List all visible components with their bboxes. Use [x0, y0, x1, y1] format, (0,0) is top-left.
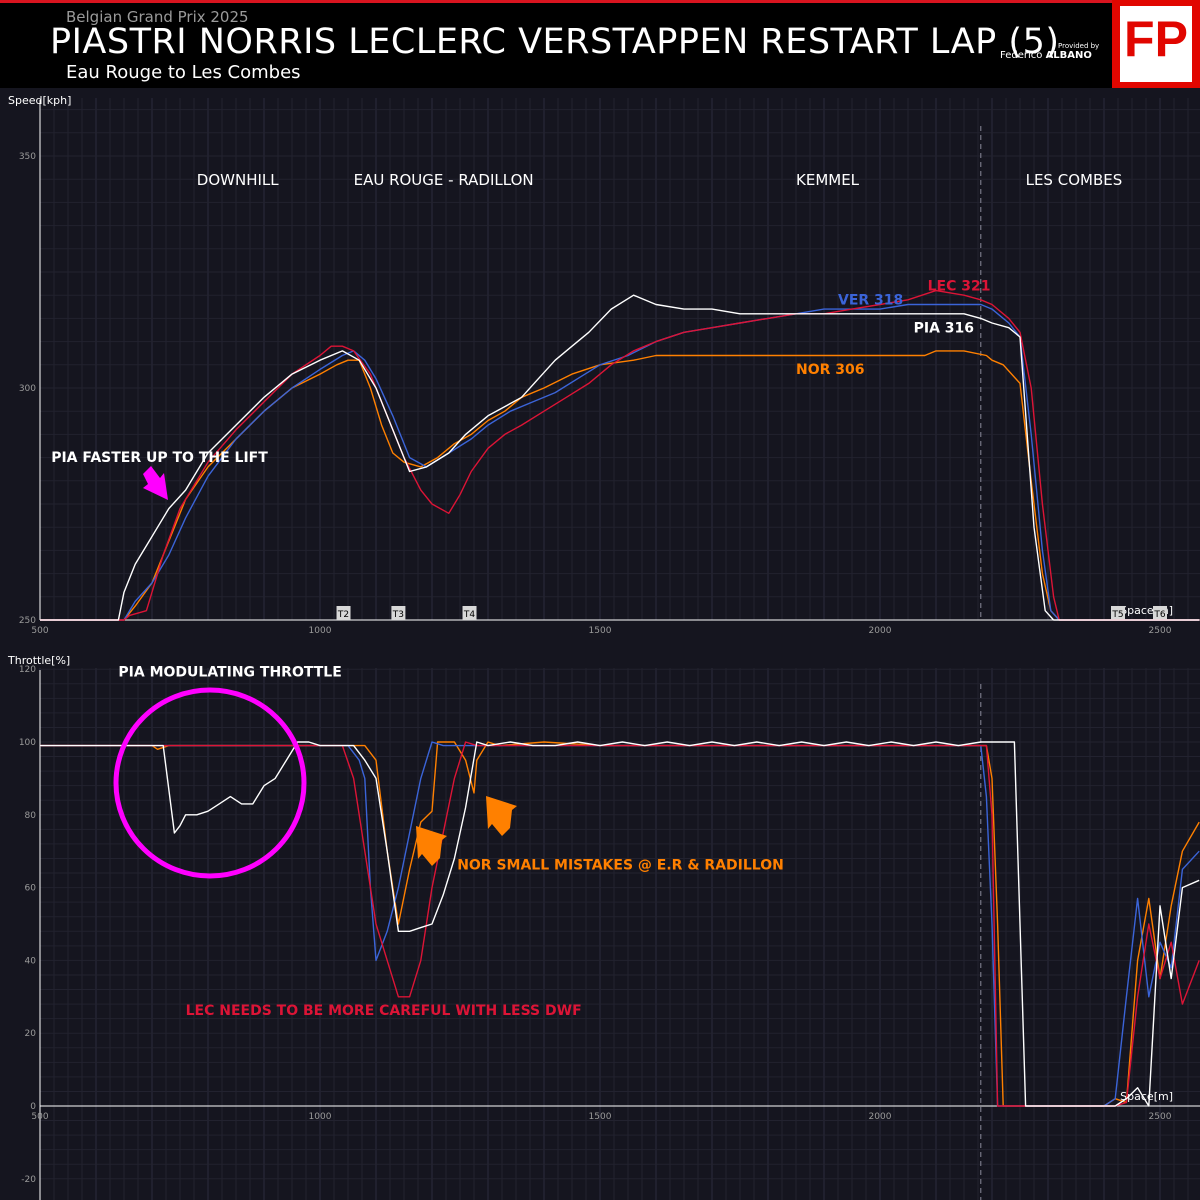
y-tick-label: 0 — [30, 1102, 36, 1112]
x-tick-label: 1000 — [309, 626, 332, 636]
x-tick-label: 1500 — [589, 626, 612, 636]
annotation-text: LEC 321 — [928, 279, 991, 295]
annotation-text: PIA FASTER UP TO THE LIFT — [51, 450, 268, 466]
y-tick-label: 40 — [25, 956, 37, 966]
y-tick-label: 120 — [19, 665, 36, 675]
y-axis-label: Throttle[%] — [7, 654, 70, 667]
series-line-nor — [40, 350, 1200, 621]
turn-marker-label: T2 — [337, 610, 349, 620]
page-title: PIASTRI NORRIS LECLERC VERSTAPPEN RESTAR… — [50, 22, 1060, 62]
y-axis-label: Speed[kph] — [8, 94, 71, 107]
y-tick-label: 300 — [19, 384, 36, 394]
annotation-text: PIA 316 — [914, 320, 974, 336]
fp-logo: FP — [1112, 0, 1200, 88]
section-label: LES COMBES — [1026, 171, 1123, 189]
series-line-lec — [40, 741, 1200, 1107]
author-credit: Federico ALBANO — [1000, 50, 1092, 61]
x-tick-label: 2500 — [1149, 1112, 1172, 1122]
series-line-lec — [40, 289, 1200, 621]
logo-text: FP — [1124, 11, 1188, 67]
orange-arrow-icon — [486, 796, 517, 836]
x-tick-label: 2500 — [1149, 626, 1172, 636]
grid-lines — [39, 668, 1200, 1200]
turn-marker-label: T5 — [1111, 610, 1123, 620]
author-last-name: ALBANO — [1045, 50, 1092, 61]
page-subtitle: Eau Rouge to Les Combes — [66, 62, 301, 83]
chart-panel-throttle: Throttle[%] Space[m] -20 0 20 40 60 80 100 120 500… — [7, 654, 1200, 1200]
y-tick-label: -20 — [21, 1175, 36, 1185]
annotation-text: NOR 306 — [796, 362, 865, 378]
turn-marker-label: T6 — [1153, 610, 1165, 620]
series-line-ver — [40, 303, 1200, 621]
y-tick-label: 350 — [19, 152, 36, 162]
x-tick-label: 1000 — [309, 1112, 332, 1122]
annotation-text: LEC NEEDS TO BE MORE CAREFUL WITH LESS D… — [186, 1003, 582, 1019]
author-first-name: Federico — [1000, 50, 1043, 61]
series-line-pia — [40, 294, 1200, 621]
x-tick-label: 500 — [31, 1112, 48, 1122]
series-line-nor — [40, 741, 1200, 1107]
turn-marker-box — [391, 606, 406, 620]
annotation-text: PIA MODULATING THROTTLE — [118, 664, 341, 680]
magenta-circle-highlight — [113, 687, 307, 879]
x-tick-label: 500 — [31, 626, 48, 636]
header-banner: Belgian Grand Prix 2025 PIASTRI NORRIS L… — [0, 0, 1200, 88]
x-tick-label: 2000 — [869, 626, 892, 636]
y-tick-label: 80 — [25, 811, 37, 821]
orange-arrow-icon — [416, 826, 447, 866]
section-label: KEMMEL — [796, 171, 860, 189]
provided-by-label: Provided by — [1058, 42, 1100, 50]
y-tick-label: 250 — [19, 616, 36, 626]
annotation-text: VER 318 — [838, 292, 903, 308]
magenta-arrow-icon — [143, 466, 168, 500]
header-accent-line — [0, 0, 1200, 3]
series-line-pia — [40, 741, 1200, 1107]
turn-marker-box — [462, 606, 477, 620]
y-tick-label: 20 — [25, 1029, 37, 1039]
series-line-ver — [40, 741, 1200, 1107]
grid-lines — [39, 98, 1200, 621]
x-tick-label: 2000 — [869, 1112, 892, 1122]
section-label: EAU ROUGE - RADILLON — [354, 171, 534, 189]
y-tick-label: 100 — [19, 738, 36, 748]
annotation-overlays — [113, 466, 517, 879]
logo-inner: FP — [1120, 6, 1192, 82]
turn-marker-box — [1111, 606, 1125, 620]
turn-marker-label: T3 — [392, 610, 404, 620]
turn-marker-label: T4 — [463, 610, 475, 620]
y-tick-label: 60 — [25, 884, 37, 894]
event-label: Belgian Grand Prix 2025 — [66, 8, 249, 26]
annotation-text: NOR SMALL MISTAKES @ E.R & RADILLON — [457, 857, 784, 873]
x-axis-label: Space[m] — [1120, 1090, 1173, 1103]
turn-marker-box — [336, 606, 351, 620]
x-tick-label: 1500 — [589, 1112, 612, 1122]
section-label: DOWNHILL — [197, 171, 279, 189]
turn-marker-box — [1153, 606, 1167, 620]
